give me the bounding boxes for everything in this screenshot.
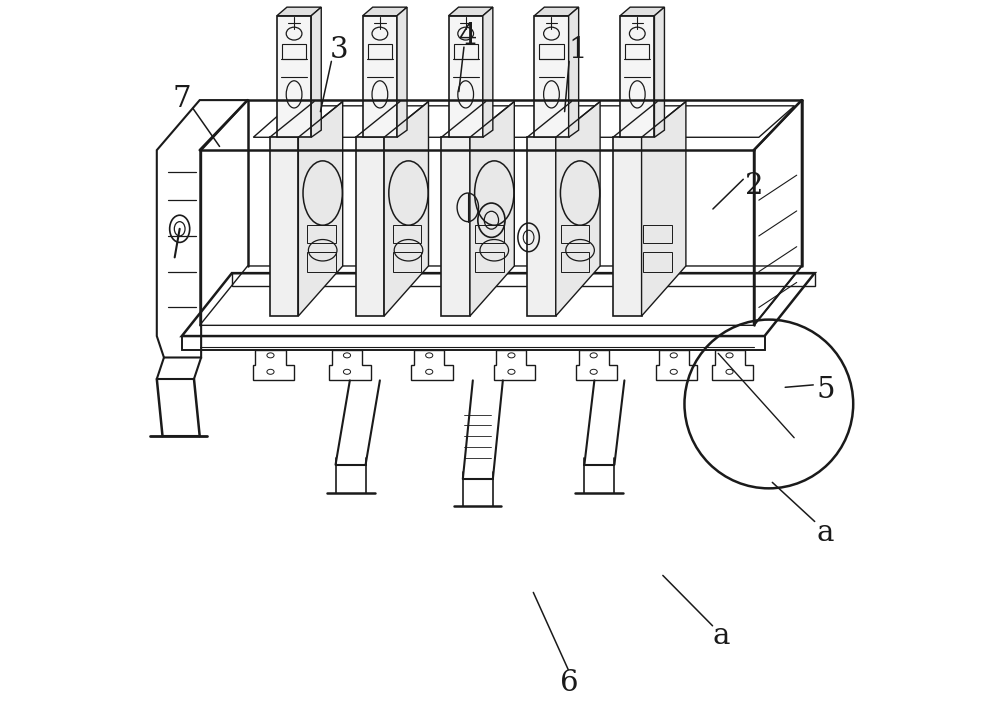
Polygon shape	[298, 102, 343, 316]
Bar	[454, 44, 478, 59]
Bar	[307, 252, 336, 272]
Polygon shape	[449, 7, 493, 16]
Text: 1: 1	[568, 36, 586, 64]
Polygon shape	[527, 137, 556, 316]
Bar	[561, 252, 589, 272]
Text: a: a	[713, 622, 730, 651]
Polygon shape	[277, 16, 311, 137]
Text: 6: 6	[560, 669, 579, 697]
Polygon shape	[556, 102, 600, 316]
Bar	[539, 44, 564, 59]
Polygon shape	[363, 16, 397, 137]
Polygon shape	[534, 7, 579, 16]
Polygon shape	[569, 7, 579, 137]
Bar	[393, 225, 421, 243]
Polygon shape	[534, 16, 569, 137]
Polygon shape	[613, 137, 642, 316]
Text: 4: 4	[459, 21, 477, 50]
Text: 7: 7	[173, 84, 191, 113]
Bar	[643, 225, 672, 243]
Polygon shape	[483, 7, 493, 137]
Polygon shape	[311, 7, 321, 137]
Polygon shape	[470, 102, 514, 316]
Bar	[393, 252, 421, 272]
Polygon shape	[277, 7, 321, 16]
Text: 3: 3	[330, 36, 348, 64]
Bar	[307, 225, 336, 243]
Bar	[475, 225, 504, 243]
Bar	[643, 252, 672, 272]
Text: a: a	[817, 518, 834, 547]
Bar	[368, 44, 392, 59]
Text: 2: 2	[745, 172, 763, 200]
Text: 5: 5	[816, 375, 835, 404]
Bar	[475, 252, 504, 272]
Bar	[625, 44, 649, 59]
Polygon shape	[620, 7, 664, 16]
Polygon shape	[441, 137, 470, 316]
Polygon shape	[356, 137, 384, 316]
Polygon shape	[449, 16, 483, 137]
Polygon shape	[397, 7, 407, 137]
Bar	[561, 225, 589, 243]
Polygon shape	[270, 137, 298, 316]
Polygon shape	[384, 102, 428, 316]
Polygon shape	[620, 16, 654, 137]
Polygon shape	[363, 7, 407, 16]
Polygon shape	[642, 102, 686, 316]
Bar	[282, 44, 306, 59]
Polygon shape	[654, 7, 664, 137]
